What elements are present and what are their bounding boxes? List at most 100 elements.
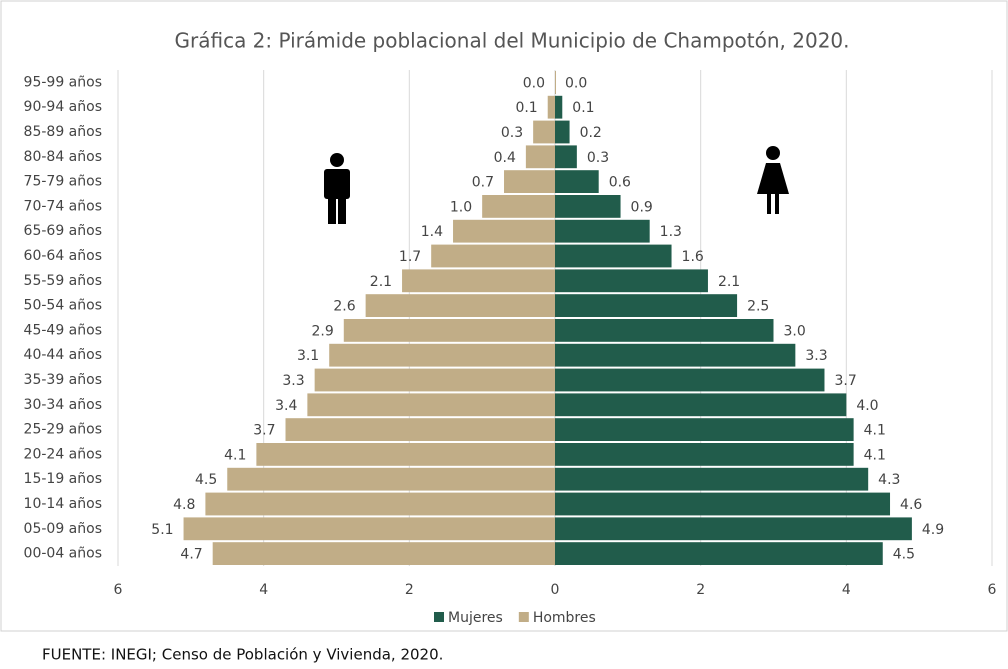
bar bbox=[183, 517, 556, 541]
data-label: 0.1 bbox=[572, 100, 594, 116]
legend-label: Mujeres bbox=[448, 610, 503, 626]
data-label: 3.1 bbox=[297, 348, 319, 364]
bar bbox=[555, 145, 577, 169]
x-tick-label: 6 bbox=[114, 582, 123, 598]
y-tick-label: 40-44 años bbox=[24, 347, 102, 363]
y-tick-label: 85-89 años bbox=[24, 124, 102, 140]
data-label: 2.1 bbox=[718, 274, 740, 290]
data-label: 0.9 bbox=[631, 199, 653, 215]
legend-swatch bbox=[518, 612, 529, 622]
data-label: 2.9 bbox=[312, 323, 334, 339]
y-tick-label: 00-04 años bbox=[24, 546, 102, 562]
data-label: 1.4 bbox=[421, 224, 443, 240]
woman-icon bbox=[757, 146, 789, 214]
bar bbox=[555, 467, 869, 491]
bar bbox=[256, 443, 555, 466]
y-tick-label: 35-39 años bbox=[24, 372, 102, 388]
bar bbox=[555, 319, 774, 342]
source-note: FUENTE: INEGI; Censo de Población y Vivi… bbox=[42, 646, 443, 664]
data-label: 0.6 bbox=[609, 175, 631, 191]
y-tick-label: 90-94 años bbox=[24, 99, 102, 115]
data-label: 1.7 bbox=[399, 249, 421, 265]
bar bbox=[329, 343, 555, 367]
y-tick-label: 55-59 años bbox=[24, 273, 102, 289]
bar bbox=[555, 195, 621, 218]
legend-label: Hombres bbox=[533, 610, 596, 626]
legend-swatch bbox=[434, 612, 444, 622]
data-label: 3.3 bbox=[805, 348, 827, 364]
bar bbox=[307, 393, 555, 417]
bar bbox=[555, 418, 854, 441]
y-tick-label: 45-49 años bbox=[24, 322, 102, 338]
x-tick-label: 4 bbox=[259, 582, 268, 598]
data-label: 3.3 bbox=[282, 373, 304, 389]
x-tick-label: 2 bbox=[405, 582, 414, 598]
bars bbox=[183, 71, 912, 565]
chart-title: Gráfica 2: Pirámide poblacional del Muni… bbox=[175, 29, 850, 53]
bar bbox=[285, 418, 555, 441]
bar bbox=[431, 244, 555, 268]
data-label: 4.3 bbox=[878, 472, 900, 488]
data-label: 4.6 bbox=[900, 497, 922, 513]
bar bbox=[314, 368, 555, 392]
data-label: 0.4 bbox=[494, 150, 516, 166]
data-label: 4.7 bbox=[180, 547, 202, 563]
bar bbox=[365, 294, 555, 317]
data-label: 2.1 bbox=[370, 274, 392, 290]
y-tick-label: 65-69 años bbox=[24, 223, 102, 239]
x-tick-label: 0 bbox=[551, 582, 560, 598]
y-tick-label: 75-79 años bbox=[24, 174, 102, 190]
data-label: 0.2 bbox=[580, 125, 602, 141]
y-tick-label: 30-34 años bbox=[24, 397, 102, 413]
data-label: 0.3 bbox=[587, 150, 609, 166]
bar bbox=[343, 319, 555, 342]
data-label: 4.0 bbox=[856, 398, 878, 414]
data-label: 4.5 bbox=[195, 472, 217, 488]
y-tick-label: 20-24 años bbox=[24, 446, 102, 462]
y-tick-label: 25-29 años bbox=[24, 422, 102, 438]
data-label: 1.0 bbox=[450, 199, 472, 215]
y-tick-label: 15-19 años bbox=[24, 471, 102, 487]
y-tick-label: 80-84 años bbox=[24, 149, 102, 165]
man-icon bbox=[324, 153, 350, 224]
bar bbox=[525, 145, 555, 169]
bar bbox=[555, 343, 796, 367]
data-label: 5.1 bbox=[151, 522, 173, 538]
bar bbox=[227, 467, 555, 491]
bar bbox=[555, 393, 847, 417]
bar bbox=[555, 517, 912, 541]
bar bbox=[555, 492, 891, 516]
bar bbox=[402, 269, 555, 293]
data-label: 3.7 bbox=[834, 373, 856, 389]
data-label: 1.6 bbox=[682, 249, 704, 265]
data-label: 0.0 bbox=[523, 75, 545, 91]
data-label: 3.4 bbox=[275, 398, 297, 414]
data-label: 0.3 bbox=[501, 125, 523, 141]
data-label: 3.0 bbox=[784, 323, 806, 339]
y-tick-label: 95-99 años bbox=[24, 74, 102, 90]
bar bbox=[555, 170, 599, 193]
y-tick-label: 50-54 años bbox=[24, 298, 102, 314]
data-label: 2.5 bbox=[747, 299, 769, 315]
data-label: 4.1 bbox=[864, 423, 886, 439]
bar bbox=[555, 71, 556, 94]
data-label: 1.3 bbox=[660, 224, 682, 240]
bar bbox=[555, 542, 883, 565]
bar bbox=[482, 195, 555, 218]
data-label: 4.1 bbox=[864, 447, 886, 463]
data-label: 2.6 bbox=[333, 299, 355, 315]
y-tick-label: 10-14 años bbox=[24, 496, 102, 512]
bar bbox=[555, 294, 738, 317]
data-label: 0.0 bbox=[565, 75, 587, 91]
bar bbox=[555, 95, 563, 119]
bar bbox=[555, 244, 672, 268]
bar bbox=[555, 269, 708, 293]
bar bbox=[555, 368, 825, 392]
x-tick-label: 4 bbox=[842, 582, 851, 598]
bar bbox=[212, 542, 555, 565]
y-tick-label: 05-09 años bbox=[24, 521, 102, 537]
data-label: 0.7 bbox=[472, 175, 494, 191]
bar bbox=[533, 120, 555, 144]
data-label: 4.8 bbox=[173, 497, 195, 513]
